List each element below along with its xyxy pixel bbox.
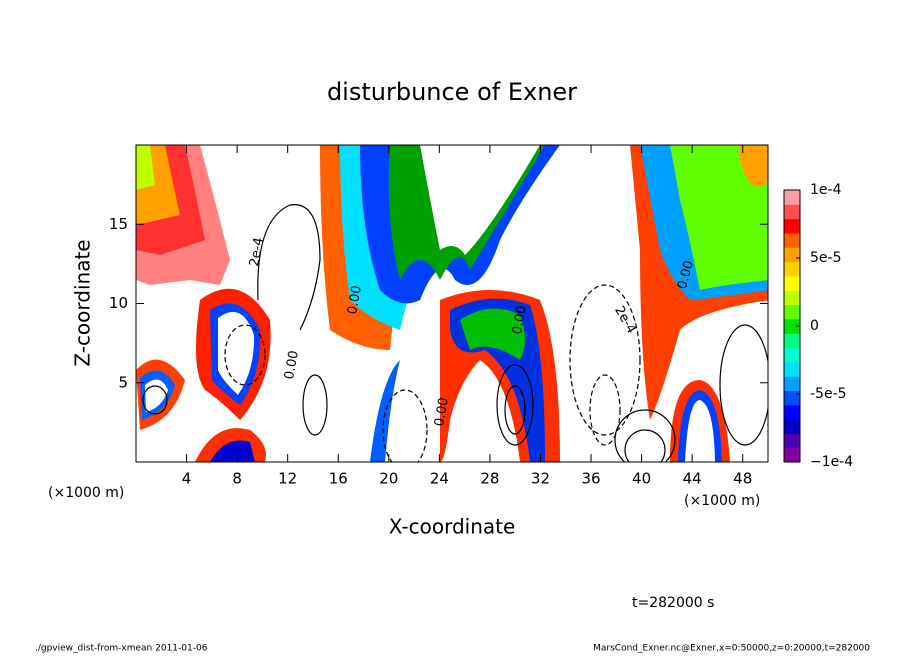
colorbar-band: [784, 204, 800, 220]
colorbar-band: [784, 390, 800, 406]
chart-title: disturbunce of Exner: [327, 78, 577, 106]
contour-labels: 2e-40.000.000.00 2e-40.000.00: [247, 236, 697, 427]
colorbar-tick-label: −1e-4: [810, 454, 853, 470]
colorbar-band: [784, 232, 800, 248]
x-tick-label: 24: [430, 470, 449, 488]
x-tick-label: 4: [182, 470, 192, 488]
colorbar-band: [784, 304, 800, 320]
colorbar-band: [784, 190, 800, 205]
y-axis-label: Z-coordinate: [71, 239, 95, 366]
colorbar-band: [784, 261, 800, 277]
x-unit: (×1000 m): [684, 493, 760, 509]
x-tick-label: 8: [232, 470, 242, 488]
contour-label: 0.00: [282, 349, 302, 380]
colorbar-band: [784, 404, 800, 420]
x-tick-label: 28: [480, 470, 499, 488]
colorbar-band: [784, 275, 800, 291]
colorbar-band: [784, 419, 800, 434]
x-unit: (×1000 m): [48, 485, 124, 501]
colorbar-band: [784, 361, 800, 377]
colorbar-tick-label: 1e-4: [810, 182, 842, 198]
colorbar-band: [784, 218, 800, 234]
y-tick-label: 5: [118, 373, 128, 391]
colorbar-band: [784, 347, 800, 363]
x-tick-label: 44: [683, 470, 702, 488]
footer-right: MarsCond_Exner.nc@Exner,x=0:50000,z=0:20…: [593, 644, 870, 654]
contour-label: 0.00: [510, 304, 530, 335]
colorbar-band: [784, 376, 800, 391]
x-tick-label: 32: [531, 470, 550, 488]
colorbar-band: [784, 333, 800, 348]
colorbar-tick-label: 5e-5: [810, 250, 841, 266]
y-tick-label: 10: [109, 294, 128, 312]
colorbar-tick-label: 0: [810, 318, 819, 334]
colorbar-band: [784, 290, 800, 306]
contour-label: 0.00: [675, 259, 697, 291]
contour-field: [136, 145, 768, 462]
contour-label: 0.00: [345, 284, 365, 315]
footer-left: ./gpview_dist-from-xmean 2011-01-06: [35, 644, 208, 654]
colorbar-band: [784, 247, 800, 263]
contour-label: 2e-4: [247, 236, 267, 267]
x-tick-label: 16: [329, 470, 348, 488]
colorbar-band: [784, 318, 800, 334]
x-tick-label: 12: [278, 470, 297, 488]
colorbar-band: [784, 447, 800, 463]
x-tick-label: 40: [632, 470, 651, 488]
x-axis-label: X-coordinate: [389, 515, 516, 539]
x-tick-label: 36: [581, 470, 600, 488]
time-label: t=282000 s: [632, 595, 714, 611]
x-tick-label: 48: [733, 470, 752, 488]
contour-label: 0.00: [432, 396, 452, 427]
colorbar-band: [784, 433, 800, 449]
colorbar-tick-label: -5e-5: [810, 386, 847, 402]
x-tick-label: 20: [379, 470, 398, 488]
y-tick-label: 15: [109, 215, 128, 233]
